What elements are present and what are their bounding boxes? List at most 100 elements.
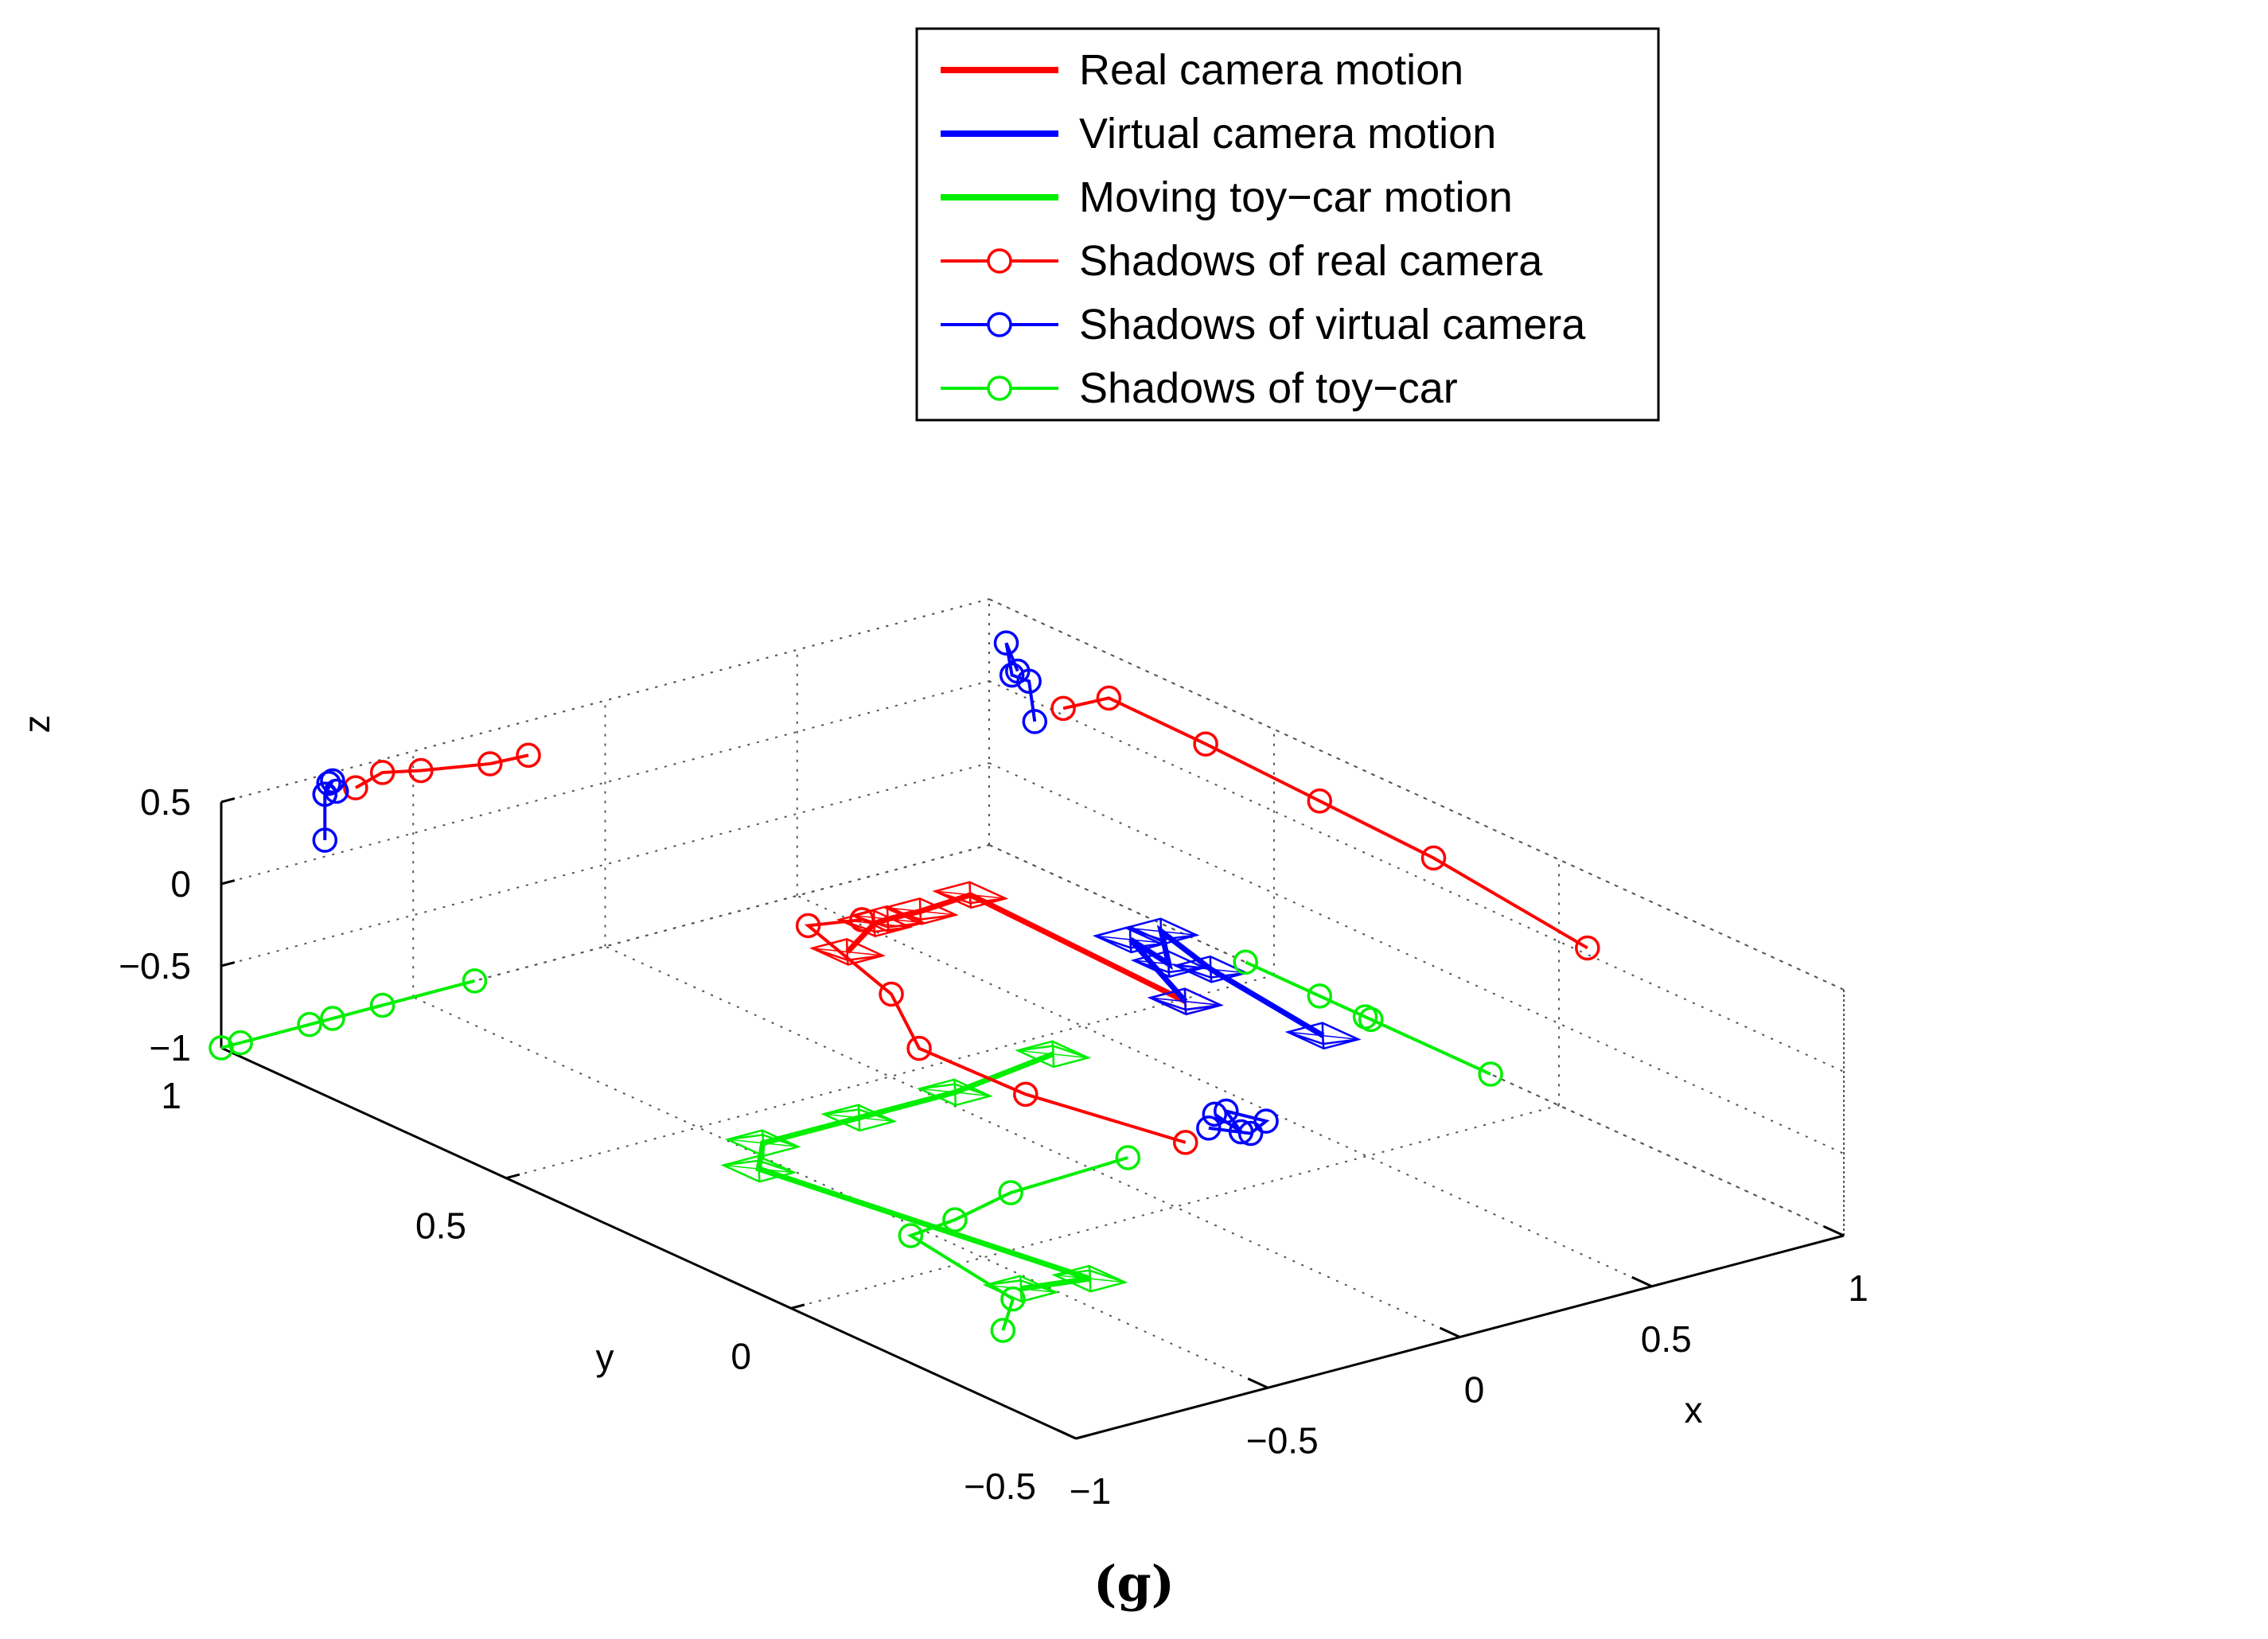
shadow-marker	[1233, 949, 1258, 975]
x-tick	[1823, 1225, 1845, 1237]
shadow-marker	[1237, 1120, 1264, 1147]
shadow-marker	[1214, 1098, 1239, 1124]
shadow-marker	[1016, 668, 1042, 695]
shadow-marker	[998, 1180, 1023, 1205]
camera-edge	[852, 914, 924, 924]
legend-label: Real camera motion	[1079, 46, 1463, 94]
legend: Real camera motion Virtual camera motion M…	[915, 27, 1660, 422]
legend-item: Virtual camera motion	[941, 110, 1496, 158]
series-shadows-of-virtual-camera	[312, 630, 1279, 1147]
camera-edge	[858, 1108, 894, 1123]
camera-edge	[920, 913, 957, 921]
y-tick	[790, 1303, 805, 1310]
camera-edge	[934, 890, 971, 905]
camera-edge	[1133, 960, 1205, 968]
y-tick-label: −0.5	[964, 1466, 1036, 1507]
x-tick-label: −0.5	[1246, 1419, 1319, 1461]
z-tick-label: 0	[170, 863, 191, 905]
shadow-line	[1245, 960, 1491, 1076]
camera-edge	[1323, 1038, 1359, 1045]
camera-edge	[1017, 1049, 1089, 1059]
grid-line	[988, 762, 1845, 1154]
z-tick	[220, 797, 236, 804]
camera-edge	[852, 914, 889, 929]
shadow-marker	[1193, 731, 1218, 757]
shadow-marker	[999, 662, 1025, 688]
x-axis-label: x	[1685, 1389, 1703, 1431]
shadow-marker	[1307, 788, 1333, 814]
series-shadows-of-real-camera	[343, 685, 1600, 1155]
z-tick	[220, 879, 236, 886]
x-tick	[1439, 1326, 1461, 1338]
grid-line	[988, 680, 1845, 1073]
camera-edge	[1017, 1045, 1054, 1052]
camera-edge	[887, 921, 924, 929]
legend-marker	[987, 312, 1012, 337]
shadow-marker	[408, 757, 434, 784]
x-tick-label: 1	[1848, 1267, 1869, 1309]
shadow-line	[1208, 1108, 1270, 1135]
camera-edge	[1150, 996, 1187, 1011]
camera-edge	[1288, 1031, 1358, 1041]
axes: −1 −0.5 0 0.5 1 −0.5 0 0.5 1 −1 −0.5 0 0.5	[119, 781, 1869, 1512]
camera-edge	[723, 1159, 759, 1166]
camera-edge	[727, 1139, 798, 1148]
shadow-marker	[1172, 1130, 1198, 1155]
shadow-marker	[1202, 1101, 1228, 1127]
shadow-marker	[1050, 695, 1076, 722]
plot-series	[208, 630, 1600, 1343]
shadow-marker	[795, 913, 821, 939]
shadow-marker	[1478, 1061, 1503, 1087]
shadow-line	[220, 979, 475, 1049]
camera-edge	[758, 1159, 795, 1174]
series-shadows-of-toy-car	[208, 949, 1503, 1343]
camera-edge	[1175, 964, 1212, 979]
legend-label: Virtual camera motion	[1079, 110, 1496, 158]
camera-edge	[1125, 926, 1162, 941]
shadow-marker	[312, 827, 338, 853]
grid-line	[797, 894, 1653, 1287]
shadow-marker	[1420, 845, 1447, 871]
shadow-marker	[1096, 685, 1122, 711]
y-tick-label: 1	[161, 1075, 181, 1116]
camera-edge	[1161, 934, 1197, 941]
y-axis-label: y	[596, 1337, 614, 1378]
camera-edge	[812, 947, 848, 961]
camera-edge	[919, 1083, 956, 1090]
x-tick	[1055, 1428, 1077, 1440]
camera-edge	[935, 890, 1006, 900]
shadow-marker	[993, 630, 1019, 656]
camera-edge	[1095, 935, 1132, 949]
z-axis-label: z	[16, 715, 57, 734]
shadow-marker	[942, 1207, 968, 1232]
shadow-marker	[228, 1030, 253, 1056]
camera-edge	[1175, 964, 1246, 974]
figure-caption: (g)	[1093, 1555, 1175, 1613]
shadow-marker	[990, 1318, 1016, 1343]
camera-edge	[1020, 1279, 1057, 1294]
x-tick-label: 0.5	[1641, 1318, 1692, 1360]
legend-label: Moving toy−car motion	[1079, 173, 1513, 221]
shadow-marker	[1013, 1081, 1039, 1108]
shadow-marker	[1352, 1004, 1378, 1030]
shadow-line	[1062, 696, 1588, 950]
y-tick	[1075, 1434, 1090, 1440]
legend-box	[915, 27, 1660, 422]
z-tick-label: −1	[150, 1027, 191, 1069]
legend-item: Shadows of virtual camera	[941, 301, 1586, 348]
shadow-marker	[1115, 1145, 1141, 1170]
z-tick	[220, 961, 236, 967]
x-tick	[1631, 1275, 1653, 1288]
legend-marker	[987, 248, 1012, 274]
shadow-marker	[324, 778, 349, 804]
camera-edge	[1052, 1045, 1089, 1059]
shadow-marker	[462, 968, 488, 994]
camera-edge	[762, 1134, 799, 1148]
series-real-camera-motion	[809, 881, 1224, 1016]
camera-edge	[1133, 959, 1170, 974]
shadow-marker	[320, 768, 345, 794]
shadow-marker	[1228, 1119, 1254, 1145]
y-axis-line	[220, 1046, 1077, 1440]
camera-edge	[954, 1083, 991, 1097]
